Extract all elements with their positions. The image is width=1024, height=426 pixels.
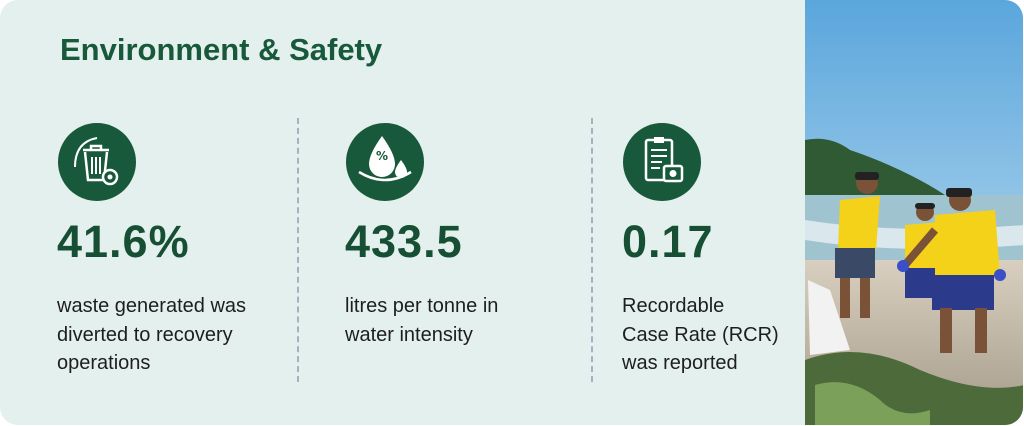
safety-icon [623, 123, 701, 201]
waste-icon [58, 123, 136, 201]
svg-text:%: % [376, 149, 388, 163]
stat-value: 0.17 [622, 216, 714, 267]
stat-value: 433.5 [345, 216, 463, 267]
description-line: Case Rate (RCR) [622, 323, 779, 346]
description-line: water intensity [345, 323, 473, 346]
description-line: was reported [622, 352, 738, 374]
water-icon: % [346, 123, 424, 201]
stat-description: litres per tonne in water intensity [345, 292, 585, 349]
stat-value: 41.6% [57, 216, 190, 267]
stat-description: waste generated was diverted to recovery… [57, 292, 297, 378]
description-line: Recordable [622, 295, 725, 317]
description-line: litres per tonne in [345, 295, 499, 317]
divider [591, 118, 593, 382]
stat-description: Recordable Case Rate (RCR) was reported [622, 292, 862, 378]
divider [297, 118, 299, 382]
title: Environment & Safety [60, 32, 383, 67]
description-line: operations [57, 352, 151, 374]
description-line: waste generated was [57, 295, 247, 317]
stat: 0.17 Recordable Case Rate (RCR) was repo… [622, 122, 862, 378]
photo [805, 0, 1023, 425]
stat: 41.6% waste generated was diverted to re… [57, 122, 297, 378]
description-line: diverted to recovery [57, 323, 233, 346]
stat: % 433.5 litres per tonne in water intens… [345, 122, 585, 349]
